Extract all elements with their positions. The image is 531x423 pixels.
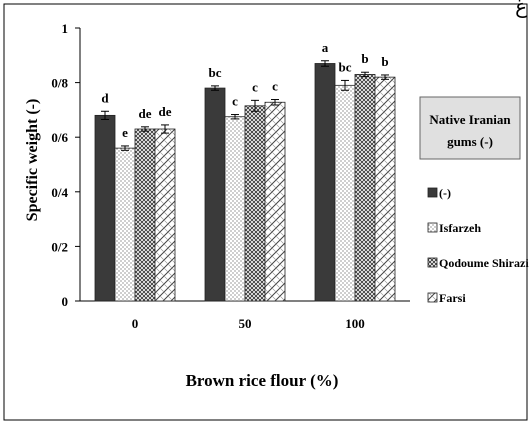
significance-letter: e <box>122 125 128 140</box>
bar-isfarzeh-50 <box>224 116 246 302</box>
bar---50 <box>204 87 226 302</box>
bar---100 <box>314 63 336 302</box>
bar-farsi-50 <box>264 101 286 302</box>
significance-letter: bc <box>209 65 222 80</box>
bar-qodoume-shirazi-50 <box>244 105 266 302</box>
legend-swatch-farsi <box>427 292 438 303</box>
significance-letter: b <box>361 51 368 66</box>
bar-qodoume-shirazi-100 <box>354 74 376 302</box>
x-tick-label: 0 <box>132 316 139 331</box>
significance-letter: c <box>232 94 238 109</box>
y-axis-title: Specific weight (-) <box>24 99 41 222</box>
significance-letter: de <box>159 104 172 119</box>
significance-letter: de <box>139 106 152 121</box>
x-axis-title: Brown rice flour (%) <box>186 371 339 390</box>
y-tick-label: 1 <box>62 21 69 36</box>
bar-qodoume-shirazi-0 <box>134 128 156 302</box>
legend-label-qodoume-shirazi: Qodoume Shirazi <box>439 256 529 270</box>
legend-swatch-isfarzeh <box>427 222 438 233</box>
significance-letter: c <box>272 79 278 94</box>
legend-swatch-qodoume-shirazi <box>427 257 438 268</box>
legend-title-line2: gums (-) <box>447 134 493 149</box>
significance-letter: c <box>252 79 258 94</box>
legend-title-box <box>419 96 521 160</box>
corner-glyph: غ <box>515 0 527 18</box>
x-tick-label: 100 <box>345 316 365 331</box>
legend: (-) Isfarzeh Qodoume Shirazi Farsi <box>427 186 529 305</box>
y-tick-label: 0/4 <box>51 185 68 200</box>
legend-label--: (-) <box>439 186 451 200</box>
y-tick-label: 0/8 <box>51 76 68 91</box>
y-tick-label: 0 <box>62 294 69 309</box>
significance-letter: a <box>322 40 329 55</box>
legend-swatch-- <box>427 187 438 198</box>
bar-farsi-100 <box>374 76 396 302</box>
legend-label-isfarzeh: Isfarzeh <box>439 221 481 235</box>
y-tick-label: 0/2 <box>51 239 68 254</box>
y-tick-label: 0/6 <box>51 130 68 145</box>
significance-letter: d <box>101 90 109 105</box>
legend-label-farsi: Farsi <box>439 291 466 305</box>
significance-letter: b <box>381 54 388 69</box>
legend-title-line1: Native Iranian <box>429 112 511 127</box>
bar-isfarzeh-100 <box>334 84 356 302</box>
bar---0 <box>94 114 116 302</box>
significance-letter: bc <box>339 59 352 74</box>
bar-isfarzeh-0 <box>114 147 136 302</box>
bar-farsi-0 <box>154 128 176 302</box>
x-tick-label: 50 <box>239 316 252 331</box>
chart-border <box>3 3 528 421</box>
